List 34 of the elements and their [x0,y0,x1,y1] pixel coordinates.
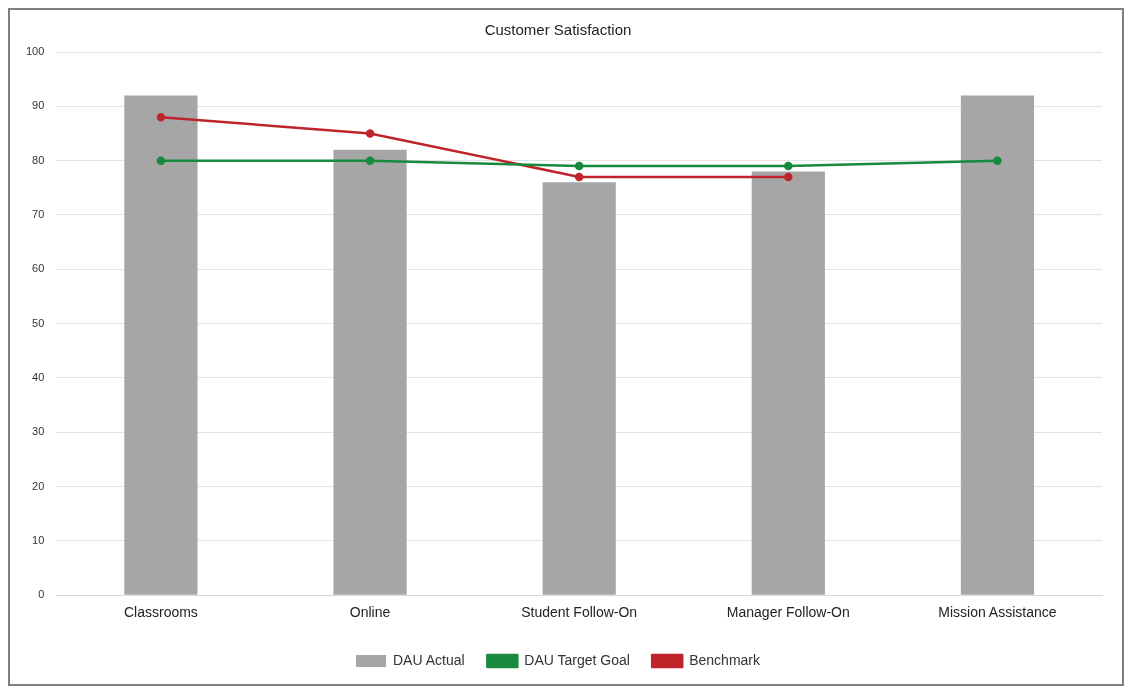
y-tick-label: 0 [38,588,45,601]
x-tick-label: Student Follow-On [521,604,638,621]
point [156,112,166,122]
y-tick-label: 40 [32,370,45,383]
y-tick-label: 100 [25,45,45,58]
y-tick-label: 20 [32,479,45,492]
point [156,156,166,165]
point [784,161,793,171]
y-tick-label: 60 [32,262,45,275]
y-tick-label: 70 [32,207,45,220]
x-tick-label: Online [349,604,391,621]
point [574,172,584,182]
x-tick-label: Manager Follow-On [726,604,850,621]
y-tick-label: 30 [32,425,45,438]
point [365,129,375,138]
bar [751,171,825,595]
x-tick-label: Classrooms [123,604,198,621]
legend-label: Benchmark [689,651,761,668]
point [784,172,793,182]
bar [542,182,616,595]
legend-label: DAU Actual [393,651,465,668]
chart-title: Customer Satisfaction [484,21,632,39]
legend-label: DAU Target Goal [524,651,630,668]
point [365,156,375,165]
y-tick-label: 90 [32,99,45,112]
point [993,156,1002,165]
point [574,161,584,171]
y-tick-label: 50 [32,316,45,329]
y-tick-label: 80 [32,153,45,166]
y-tick-label: 10 [32,533,45,546]
bar [960,95,1035,595]
x-tick-label: Mission Assistance [938,604,1057,621]
bar [333,149,407,595]
bar [124,95,198,595]
